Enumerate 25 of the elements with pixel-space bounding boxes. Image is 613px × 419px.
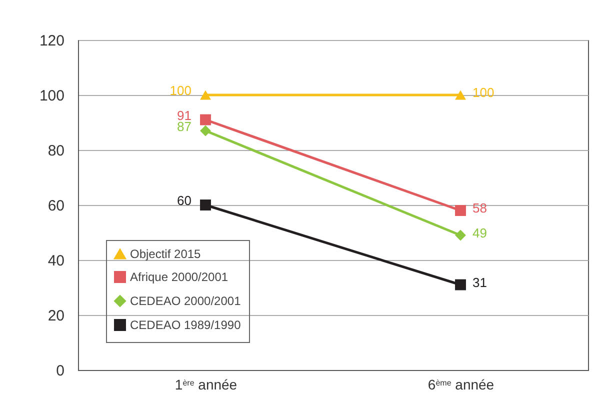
legend-label: Objectif 2015 [130, 247, 202, 261]
point [200, 200, 211, 210]
legend-label: CEDEAO 2000/2001 [130, 294, 242, 308]
legend-label: CEDEAO 1989/1990 [130, 318, 242, 332]
y-tick-label: 120 [39, 32, 64, 50]
y-tick-label: 20 [48, 308, 64, 324]
data-label: 60 [177, 193, 192, 208]
y-tick-label: 40 [48, 252, 64, 270]
legend-label: Afrique 2000/2001 [130, 270, 228, 284]
y-tick-label: 0 [56, 362, 64, 380]
data-label: 58 [472, 200, 487, 216]
data-label: 100 [472, 85, 494, 100]
point [455, 230, 466, 241]
y-tick-label: 80 [48, 142, 64, 160]
y-tick-label: 60 [48, 198, 64, 214]
y-tick-label: 100 [39, 88, 64, 104]
data-label: 100 [170, 83, 192, 98]
x-tick-label: 6$^{ème}$ année [428, 376, 494, 392]
point [455, 279, 466, 290]
point [200, 114, 211, 126]
point [200, 125, 211, 136]
data-label: 31 [472, 274, 487, 290]
x-tick-label: 1$^{ère}$ année [174, 376, 238, 392]
point [455, 205, 466, 216]
data-label: 49 [472, 225, 487, 240]
